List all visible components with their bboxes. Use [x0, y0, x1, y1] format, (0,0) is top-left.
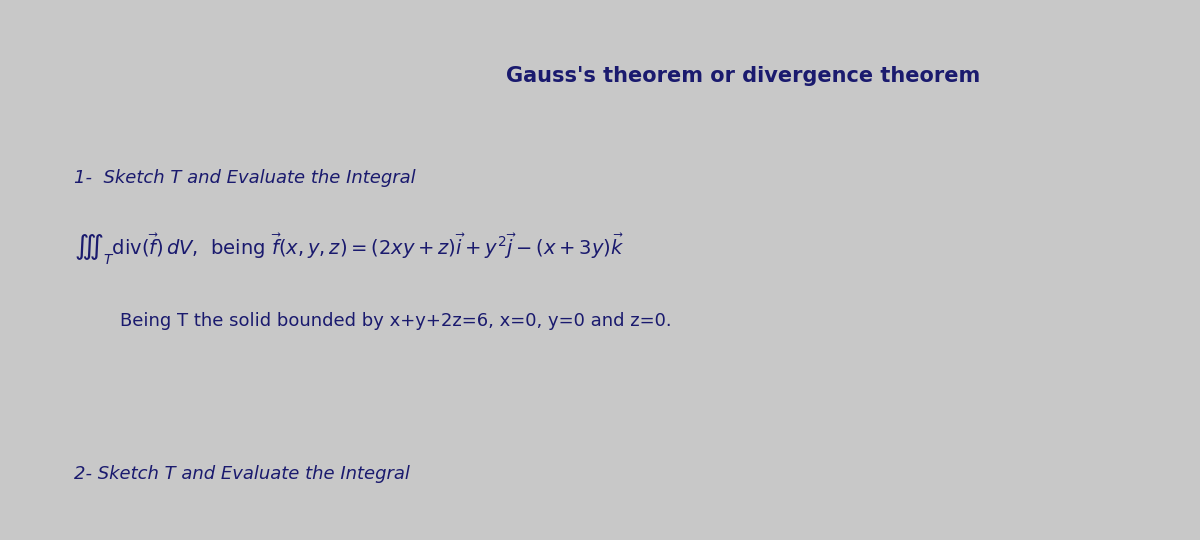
- Text: 2- Sketch T and Evaluate the Integral: 2- Sketch T and Evaluate the Integral: [73, 465, 409, 483]
- Text: Gauss's theorem or divergence theorem: Gauss's theorem or divergence theorem: [506, 66, 980, 86]
- Text: $\iiint_T \mathrm{div}(\vec{f})\,dV$,  being $\vec{f}(x, y, z) = (2xy + z)\vec{i: $\iiint_T \mathrm{div}(\vec{f})\,dV$, be…: [73, 232, 624, 267]
- Text: Being T the solid bounded by x+y+2z=6, x=0, y=0 and z=0.: Being T the solid bounded by x+y+2z=6, x…: [120, 312, 672, 330]
- Text: 1-  Sketch T and Evaluate the Integral: 1- Sketch T and Evaluate the Integral: [73, 169, 415, 187]
